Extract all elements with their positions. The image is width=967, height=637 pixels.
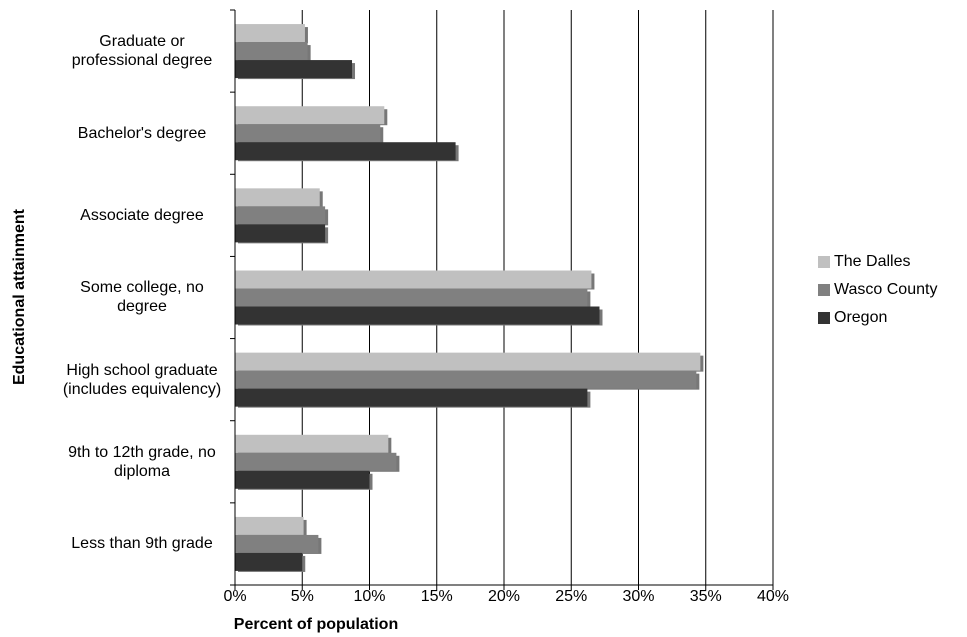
legend-label: The Dalles — [834, 253, 910, 270]
bar — [235, 534, 319, 553]
y-tick-label: Some college, no degree — [80, 279, 204, 316]
x-tick-label: 0% — [223, 588, 246, 605]
legend-swatch — [818, 256, 830, 268]
bar — [235, 388, 588, 407]
x-tick-label: 20% — [488, 588, 520, 605]
legend-label: Wasco County — [834, 281, 937, 298]
bar — [235, 452, 397, 471]
bar — [235, 60, 353, 79]
y-tick-label: Graduate or professional degree — [71, 33, 213, 70]
bar — [235, 470, 370, 489]
x-tick-label: 35% — [690, 588, 722, 605]
x-tick-label: 30% — [622, 588, 654, 605]
x-tick-label: 10% — [353, 588, 385, 605]
y-tick-label: 9th to 12th grade, no diploma — [68, 443, 216, 480]
x-tick-label: 5% — [291, 588, 314, 605]
bar — [235, 206, 326, 225]
y-tick-label: Less than 9th grade — [71, 535, 213, 553]
y-tick-label: High school graduate (includes equivalen… — [62, 361, 222, 398]
legend-swatch — [818, 312, 830, 324]
bar — [235, 24, 305, 43]
x-tick-label: 25% — [555, 588, 587, 605]
legend-label: Oregon — [834, 309, 887, 326]
y-tick-label: Bachelor's degree — [77, 124, 207, 142]
legend-swatch — [818, 284, 830, 296]
bar — [235, 434, 389, 453]
bar — [235, 552, 303, 571]
bar — [235, 370, 697, 389]
bar — [235, 188, 320, 207]
bar — [235, 516, 304, 535]
bar — [235, 270, 592, 289]
bar — [235, 106, 385, 125]
y-axis-title: Educational attainment — [11, 208, 28, 385]
x-tick-label: 40% — [757, 588, 789, 605]
bar — [235, 124, 381, 143]
y-tick-label: Associate degree — [80, 206, 204, 224]
x-axis-title: Percent of population — [234, 616, 398, 633]
bar — [235, 142, 456, 161]
x-tick-label: 15% — [421, 588, 453, 605]
bar — [235, 224, 326, 243]
bar — [235, 306, 600, 325]
bar — [235, 42, 308, 61]
bar — [235, 352, 701, 371]
bar — [235, 288, 588, 307]
